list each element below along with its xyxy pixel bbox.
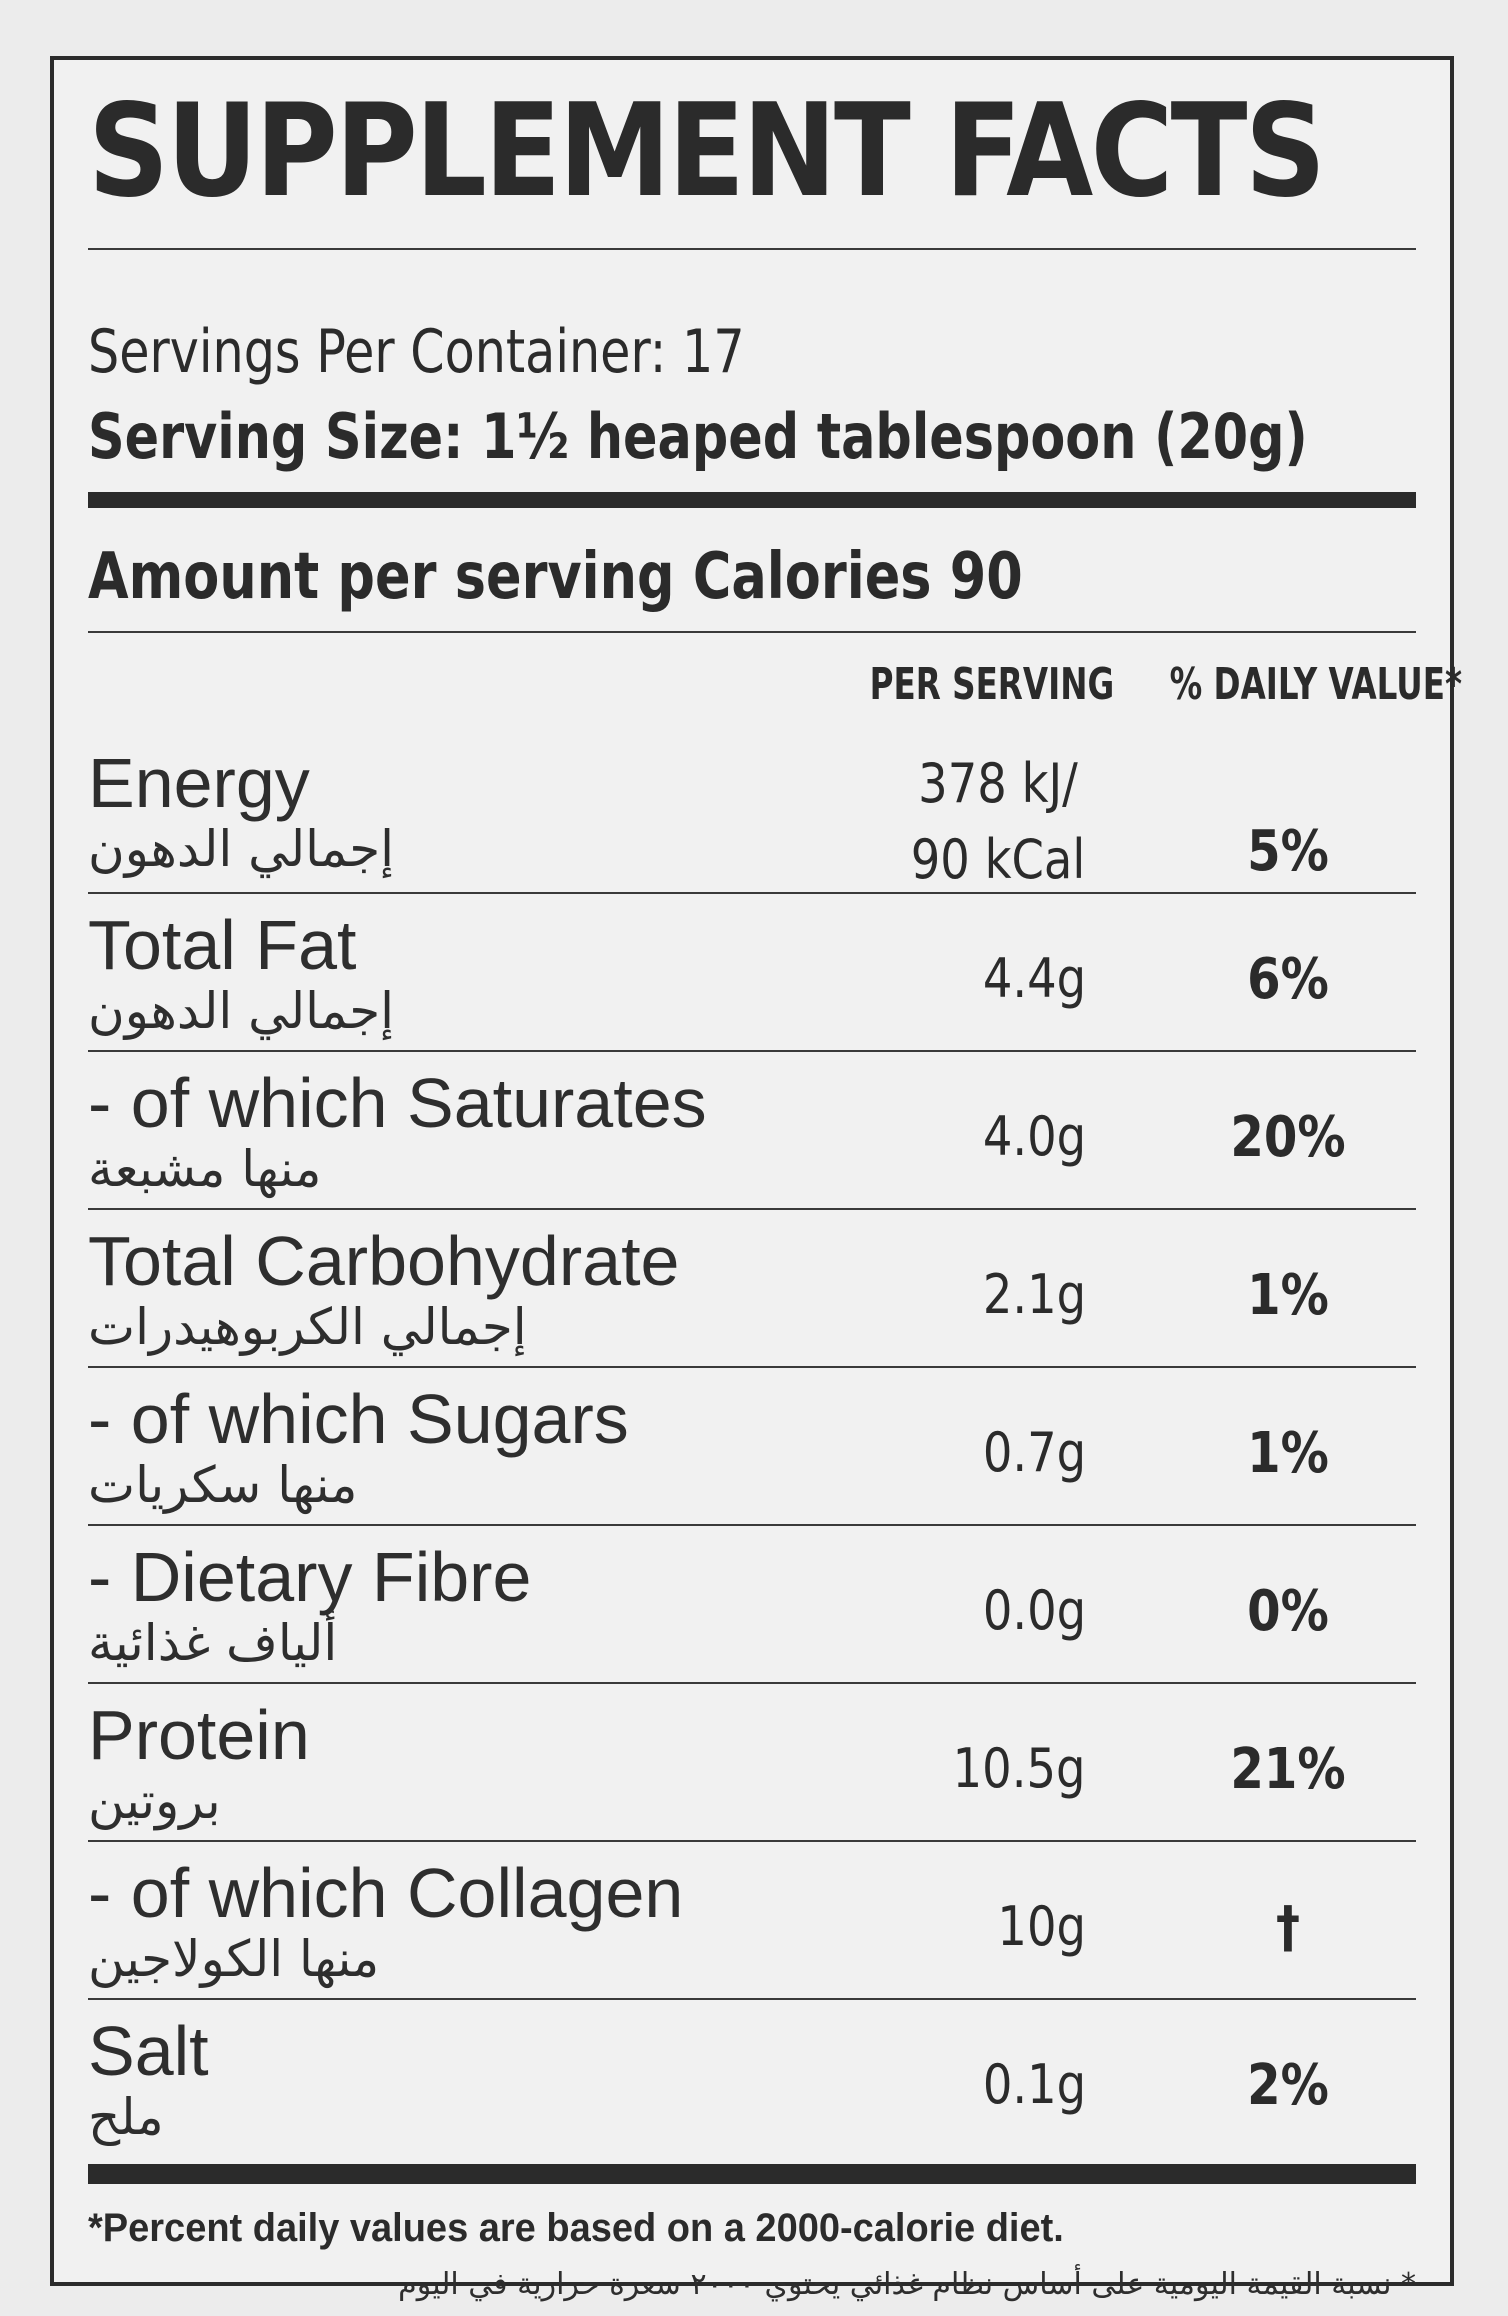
divider: [88, 1366, 1416, 1368]
serving-size: Serving Size: 1½ heaped tablespoon (20g): [88, 400, 1308, 473]
amount-per-serving: Amount per serving Calories 90: [88, 540, 1023, 614]
per-serving-value: 0.1g: [982, 2053, 1086, 2116]
daily-value: 6%: [1247, 947, 1329, 1012]
column-header-per-serving: PER SERVING: [869, 659, 1115, 710]
nutrient-label: Energy: [88, 744, 310, 822]
nutrient-label: Total Carbohydrate: [88, 1222, 680, 1300]
nutrient-label: - of which Saturates: [88, 1064, 707, 1142]
nutrient-label-arabic: ملح: [88, 2088, 164, 2146]
nutrient-label-arabic: إجمالي الكربوهيدرات: [88, 1298, 527, 1356]
daily-value: 20%: [1230, 1105, 1346, 1170]
nutrient-label: - Dietary Fibre: [88, 1538, 532, 1616]
daily-value: 1%: [1247, 1263, 1329, 1328]
nutrient-label: - of which Sugars: [88, 1380, 629, 1458]
daily-value: 0%: [1247, 1579, 1329, 1644]
per-serving-value: 10g: [997, 1895, 1086, 1958]
divider: [88, 1050, 1416, 1052]
divider: [88, 1840, 1416, 1842]
nutrient-label-arabic: ألياف غذائية: [88, 1614, 338, 1672]
daily-value: 21%: [1230, 1737, 1346, 1802]
nutrient-label-arabic: منها سكريات: [88, 1456, 358, 1514]
nutrient-label: Salt: [88, 2012, 209, 2090]
footnote: *Percent daily values are based on a 200…: [88, 2206, 1064, 2250]
daily-value: 5%: [1247, 819, 1329, 884]
per-serving-value: 4.0g: [982, 1105, 1086, 1168]
thick-divider: [88, 492, 1416, 508]
divider: [88, 1998, 1416, 2000]
nutrient-label-arabic: منها الكولاجين: [88, 1930, 380, 1988]
nutrient-label-arabic: إجمالي الدهون: [88, 982, 395, 1040]
per-serving-value: 0.7g: [982, 1421, 1086, 1484]
divider: [88, 631, 1416, 633]
nutrient-label-arabic: بروتين: [88, 1772, 221, 1830]
panel-title: SUPPLEMENT FACTS: [88, 77, 1326, 226]
nutrient-label: - of which Collagen: [88, 1854, 684, 1932]
thick-divider: [88, 2164, 1416, 2184]
daily-value: 1%: [1247, 1421, 1329, 1486]
per-serving-value: 378 kJ/ 90 kCal: [910, 752, 1086, 891]
supplement-facts-panel: SUPPLEMENT FACTS Servings Per Container:…: [50, 56, 1462, 2300]
divider: [88, 892, 1416, 894]
divider: [88, 1524, 1416, 1526]
per-serving-value: 10.5g: [953, 1737, 1086, 1800]
per-serving-value: 2.1g: [982, 1263, 1086, 1326]
nutrient-label-arabic: إجمالي الدهون: [88, 820, 395, 878]
per-serving-value: 0.0g: [982, 1579, 1086, 1642]
daily-value: 2%: [1247, 2053, 1329, 2118]
divider: [88, 1682, 1416, 1684]
per-serving-value: 4.4g: [982, 947, 1086, 1010]
nutrient-label-arabic: منها مشبعة: [88, 1140, 322, 1198]
nutrient-label: Protein: [88, 1696, 310, 1774]
column-header-daily-value: % DAILY VALUE*: [1169, 659, 1462, 710]
daily-value: †: [1275, 1895, 1301, 1960]
servings-per-container: Servings Per Container: 17: [88, 317, 745, 387]
nutrient-label: Total Fat: [88, 906, 357, 984]
divider: [88, 1208, 1416, 1210]
divider: [88, 248, 1416, 250]
footnote-arabic: * نسبة القيمة اليومية على أساس نظام غذائ…: [398, 2267, 1416, 2302]
